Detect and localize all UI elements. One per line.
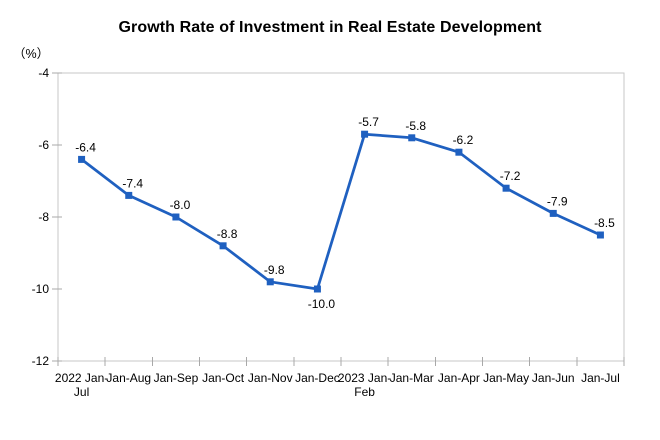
data-point-marker <box>596 231 604 239</box>
x-axis-category-label: Jan-Sep <box>154 371 199 385</box>
data-point-label: -8.5 <box>594 216 615 230</box>
data-point-label: -9.8 <box>264 263 285 277</box>
data-point-label: -6.2 <box>453 133 474 147</box>
x-axis-category-label: Feb <box>354 385 375 399</box>
data-point-marker <box>125 191 133 199</box>
x-axis-category-label: 2023 Jan- <box>338 371 391 385</box>
x-axis-category-label: Jan-Mar <box>390 371 434 385</box>
x-axis-category-label: Jan-Apr <box>438 371 480 385</box>
data-point-label: -5.8 <box>405 119 426 133</box>
x-axis-category-label: Jan-Dec <box>295 371 340 385</box>
y-axis-tick-label: -4 <box>38 66 49 80</box>
y-axis-unit-label: （%） <box>13 47 50 61</box>
x-axis-category-label: 2022 Jan- <box>55 371 108 385</box>
chart-title: Growth Rate of Investment in Real Estate… <box>118 19 542 36</box>
data-point-marker <box>408 134 416 142</box>
data-point-label: -7.2 <box>500 169 521 183</box>
data-line <box>80 132 602 291</box>
data-point-marker <box>313 285 321 293</box>
y-axis-tick-label: -10 <box>32 282 50 296</box>
data-point-label: -10.0 <box>308 297 336 311</box>
data-point-label: -8.0 <box>170 198 191 212</box>
x-axis-category-label: Jan-May <box>483 371 529 385</box>
data-point-label: -7.9 <box>547 194 568 208</box>
data-point-label: -5.7 <box>358 115 379 129</box>
data-point-marker <box>266 278 274 286</box>
data-point-marker <box>502 184 510 192</box>
x-axis-category-label: Jan-Jun <box>532 371 575 385</box>
x-axis-category-label: Jan-Aug <box>106 371 151 385</box>
data-point-marker <box>361 130 369 138</box>
data-point-marker <box>172 213 180 221</box>
y-axis-tick-label: -8 <box>38 210 49 224</box>
x-axis-category-label: Jul <box>74 385 89 399</box>
y-axis-tick-label: -6 <box>38 138 49 152</box>
data-point-label: -8.8 <box>217 227 238 241</box>
x-axis-category-label: Jan-Nov <box>248 371 293 385</box>
data-point-label: -7.4 <box>122 176 143 190</box>
data-point-marker <box>219 242 227 250</box>
x-axis-category-label: Jan-Jul <box>581 371 620 385</box>
data-point-marker <box>78 155 86 163</box>
x-axis-category-label: Jan-Oct <box>202 371 245 385</box>
data-point-label: -6.4 <box>75 140 96 154</box>
y-axis-tick-label: -12 <box>32 354 50 368</box>
data-point-marker <box>455 148 463 156</box>
data-point-marker <box>549 209 557 217</box>
plot-area-border <box>57 72 625 362</box>
